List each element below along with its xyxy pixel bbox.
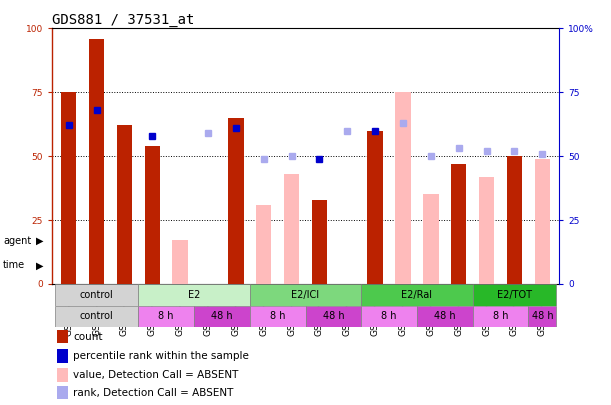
Text: percentile rank within the sample: percentile rank within the sample [73, 351, 249, 361]
Bar [57, 386, 68, 399]
Bar [228, 118, 244, 284]
Bar [57, 330, 68, 343]
Bar [417, 305, 473, 327]
Bar [535, 159, 550, 284]
Bar [479, 177, 494, 284]
Bar [306, 305, 361, 327]
Bar [55, 305, 138, 327]
Bar [250, 305, 306, 327]
Bar [57, 369, 68, 382]
Text: value, Detection Call = ABSENT: value, Detection Call = ABSENT [73, 370, 239, 380]
Text: ▶: ▶ [36, 260, 43, 270]
Text: 8 h: 8 h [270, 311, 285, 321]
Bar [361, 284, 473, 305]
Bar [61, 92, 76, 284]
Text: E2: E2 [188, 290, 200, 300]
Text: time: time [3, 260, 25, 270]
Bar [367, 130, 383, 284]
Text: control: control [79, 311, 114, 321]
Text: agent: agent [3, 236, 31, 246]
Text: E2/TOT: E2/TOT [497, 290, 532, 300]
Bar [138, 284, 250, 305]
Bar [138, 305, 194, 327]
Text: 8 h: 8 h [158, 311, 174, 321]
Text: ▶: ▶ [36, 236, 43, 246]
Bar [312, 200, 327, 284]
Bar [172, 241, 188, 284]
Bar [473, 284, 556, 305]
Bar [284, 174, 299, 284]
Text: 48 h: 48 h [434, 311, 456, 321]
Bar [145, 146, 160, 284]
Bar [194, 305, 250, 327]
Bar [507, 156, 522, 284]
Text: GDS881 / 37531_at: GDS881 / 37531_at [52, 13, 194, 27]
Bar [256, 205, 271, 284]
Text: 48 h: 48 h [211, 311, 233, 321]
Bar [473, 305, 529, 327]
Text: 8 h: 8 h [381, 311, 397, 321]
Text: E2/Ral: E2/Ral [401, 290, 433, 300]
Bar [529, 305, 556, 327]
Text: rank, Detection Call = ABSENT: rank, Detection Call = ABSENT [73, 388, 233, 398]
Text: control: control [79, 290, 114, 300]
Text: count: count [73, 332, 103, 342]
Bar [89, 38, 104, 284]
Bar [395, 92, 411, 284]
Bar [423, 194, 439, 284]
Text: E2/ICI: E2/ICI [291, 290, 320, 300]
Bar [55, 284, 138, 305]
Bar [250, 284, 361, 305]
Bar [361, 305, 417, 327]
Text: 48 h: 48 h [323, 311, 344, 321]
Text: 48 h: 48 h [532, 311, 553, 321]
Bar [57, 349, 68, 362]
Bar [117, 126, 132, 284]
Bar [451, 164, 466, 284]
Text: 8 h: 8 h [493, 311, 508, 321]
